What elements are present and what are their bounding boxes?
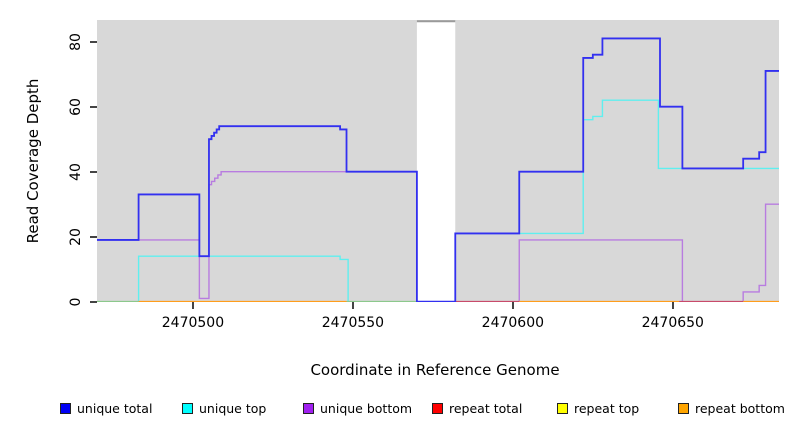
y-tick-label: 60 [68,97,84,116]
y-tick-label: 40 [68,162,84,181]
legend-swatch-unique-total [60,403,71,414]
legend-item-label: unique bottom [320,401,413,416]
y-tick-label: 20 [68,227,84,246]
y-tick [90,105,97,108]
x-tick-label: 2470600 [481,315,545,331]
legend-swatch-unique-bottom [303,403,314,414]
y-tick [90,235,97,238]
legend-swatch-repeat-bottom [678,403,689,414]
x-axis-title: Coordinate in Reference Genome [310,361,560,379]
plot-area [97,20,779,302]
x-tick-label: 2470500 [161,315,225,331]
gap-band [416,20,456,302]
legend-item-label: repeat top [574,401,640,416]
coverage-plot-canvas [97,20,779,302]
x-tick [511,302,514,309]
y-tick-label: 0 [68,297,84,307]
legend-item-label: unique total [77,401,153,416]
legend-item-label: repeat total [449,401,523,416]
y-tick-label: 80 [68,32,84,51]
y-tick [90,300,97,303]
legend-swatch-repeat-top [557,403,568,414]
x-tick-label: 2470650 [641,315,704,331]
x-tick-label: 2470550 [321,315,385,331]
legend-item-label: repeat bottom [695,401,785,416]
legend-swatch-unique-top [182,403,193,414]
legend-swatch-repeat-total [432,403,443,414]
y-tick [90,40,97,43]
y-tick [90,170,97,173]
y-axis-title: Read Coverage Depth [24,78,42,244]
x-tick [671,302,674,309]
series-unique-total-line [97,37,779,302]
x-tick [351,302,354,309]
x-tick [191,302,194,309]
legend-item-label: unique top [199,401,267,416]
